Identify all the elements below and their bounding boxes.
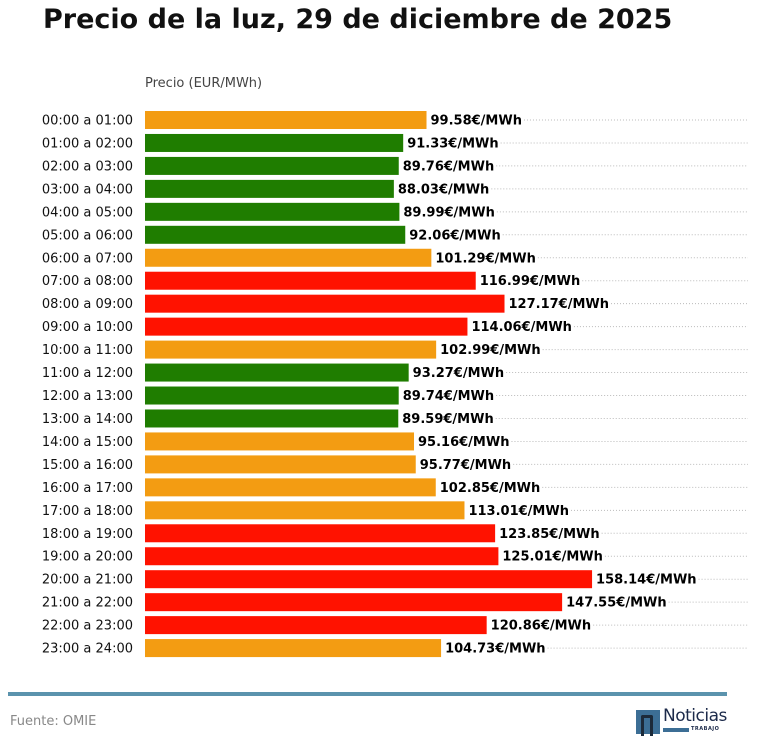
bar-chart: Precio (EUR/MWh) 00:00 a 01:00 99.58€/MWh 0… [42,76,748,658]
bar [145,317,468,336]
category-label: 13:00 a 14:00 [42,412,133,427]
category-label: 15:00 a 16:00 [42,458,133,473]
logo-text: Noticias [663,706,727,726]
bar [145,340,437,359]
bar [145,248,432,267]
category-label: 07:00 a 08:00 [42,274,133,289]
category-label: 12:00 a 13:00 [42,389,133,404]
bar [145,225,406,244]
bar [145,386,399,405]
category-label: 03:00 a 04:00 [42,182,133,197]
bar [145,111,427,129]
value-label: 93.27€/MWh [413,366,504,381]
value-label: 125.01€/MWh [502,550,603,565]
category-label: 23:00 a 24:00 [42,642,133,657]
value-label: 99.58€/MWh [431,114,522,129]
logo-subtext: TRABAJO [691,726,720,732]
value-label: 95.16€/MWh [418,435,509,450]
footer-divider [8,692,727,696]
value-label: 123.85€/MWh [499,527,600,542]
value-label: 102.85€/MWh [440,481,541,496]
value-label: 102.99€/MWh [440,343,540,358]
value-label: 89.59€/MWh [402,412,493,427]
category-label: 08:00 a 09:00 [42,297,133,312]
bar [145,501,465,520]
category-label: 20:00 a 21:00 [42,573,133,588]
bar [145,156,399,175]
value-label: 95.77€/MWh [420,458,511,473]
category-label: 16:00 a 17:00 [42,481,133,496]
bar [145,616,487,635]
bar [145,593,563,612]
category-label: 00:00 a 01:00 [42,114,133,129]
value-label: 114.06€/MWh [471,320,572,335]
value-label: 89.74€/MWh [403,389,494,404]
value-label: 104.73€/MWh [445,642,546,657]
category-label: 04:00 a 05:00 [42,205,133,220]
value-label: 116.99€/MWh [480,274,580,289]
category-label: 06:00 a 07:00 [42,251,133,266]
value-label: 158.14€/MWh [596,573,697,588]
value-label: 101.29€/MWh [435,251,535,266]
bar [145,179,394,198]
category-label: 21:00 a 22:00 [42,596,133,611]
bar [145,271,476,290]
bar [145,294,505,313]
bar [145,455,416,474]
bar [145,524,496,543]
bar [145,202,400,221]
bar [145,133,404,152]
chart-title: Precio de la luz, 29 de diciembre de 202… [43,4,673,35]
category-label: 09:00 a 10:00 [42,320,133,335]
bar [145,570,593,589]
bar [145,639,442,658]
category-label: 01:00 a 02:00 [42,136,133,151]
bar [145,432,415,451]
category-label: 17:00 a 18:00 [42,504,133,519]
value-label: 127.17€/MWh [509,297,610,312]
bar [145,363,409,382]
value-label: 113.01€/MWh [468,504,568,519]
category-label: 05:00 a 06:00 [42,228,133,243]
value-label: 147.55€/MWh [566,596,667,611]
category-label: 22:00 a 23:00 [42,619,133,634]
value-label: 91.33€/MWh [407,136,498,151]
category-label: 11:00 a 12:00 [42,366,133,381]
x-axis-label: Precio (EUR/MWh) [145,76,262,91]
category-label: 14:00 a 15:00 [42,435,133,450]
source-label: Fuente: OMIE [10,714,97,729]
noticias-trabajo-logo: Noticias TRABAJO [636,706,730,736]
value-label: 92.06€/MWh [409,228,500,243]
bar [145,478,436,497]
bar [145,547,499,566]
bar [145,409,399,428]
value-label: 89.99€/MWh [403,205,494,220]
value-label: 89.76€/MWh [403,159,494,174]
category-label: 19:00 a 20:00 [42,550,133,565]
category-label: 18:00 a 19:00 [42,527,133,542]
value-label: 120.86€/MWh [491,619,592,634]
category-label: 10:00 a 11:00 [42,343,133,358]
value-label: 88.03€/MWh [398,182,489,197]
category-label: 02:00 a 03:00 [42,159,133,174]
